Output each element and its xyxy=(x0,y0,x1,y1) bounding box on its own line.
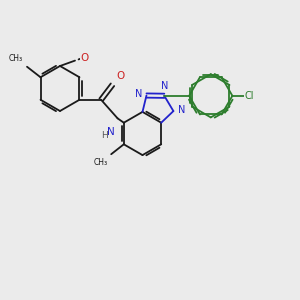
Text: N: N xyxy=(160,81,168,91)
Text: O: O xyxy=(80,53,89,63)
Text: N: N xyxy=(135,89,142,99)
Text: N: N xyxy=(178,105,185,115)
Text: H: H xyxy=(101,131,107,140)
Text: CH₃: CH₃ xyxy=(8,54,22,63)
Text: Cl: Cl xyxy=(244,91,254,101)
Text: N: N xyxy=(107,127,115,137)
Text: O: O xyxy=(117,71,125,81)
Text: CH₃: CH₃ xyxy=(94,158,108,167)
